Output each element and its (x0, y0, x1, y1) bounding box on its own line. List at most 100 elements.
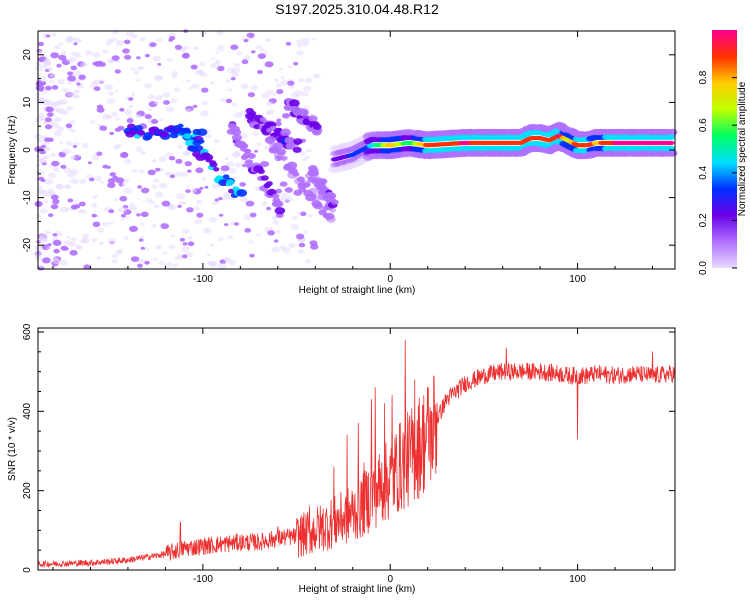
spectrogram-cell (107, 238, 117, 245)
spectrogram-cell (90, 81, 95, 84)
snr-series-line (37, 339, 676, 568)
spectrogram-cell (176, 193, 186, 200)
spectrogram-cell (215, 51, 220, 54)
spectrogram-cell (56, 126, 65, 132)
spectrogram-cell (45, 34, 51, 38)
spectrogram-cell (243, 214, 252, 221)
spectrogram-cell (144, 83, 153, 89)
spectrogram-cell (299, 211, 307, 217)
spectrogram-cell (229, 221, 235, 226)
spectrogram-cell (37, 185, 43, 189)
spectrogram-cell (140, 246, 145, 250)
spectrogram-cell (92, 52, 101, 58)
spectrogram-cell (111, 253, 118, 259)
spectrogram-cell (106, 38, 115, 45)
spectrogram-cell (267, 109, 275, 115)
spectrogram-cell (203, 227, 212, 234)
spectrogram-cell (137, 263, 143, 268)
spectrogram-cell (114, 117, 120, 121)
spectrogram-cell (271, 246, 280, 253)
spectrogram-cell (285, 41, 292, 46)
spectrogram-cell (52, 166, 60, 172)
spectrogram-cell (76, 245, 82, 249)
spectrogram-cell (191, 188, 197, 193)
spectrogram-y-label: Frequency (Hz) (7, 116, 18, 185)
spectrogram-cell (308, 187, 318, 195)
spectrogram-cell (114, 127, 122, 132)
spectrogram-x-tick-label: -100 (193, 274, 213, 285)
spectrogram-cell (128, 104, 134, 109)
spectrogram-cell (72, 145, 77, 148)
spectrogram-cell (115, 249, 123, 255)
spectrogram-cell (244, 148, 250, 154)
spectrogram-cell (102, 164, 108, 169)
spectrogram-cell (168, 204, 177, 211)
spectrogram-cell (41, 106, 47, 111)
spectrogram-cell (312, 73, 321, 79)
spectrogram-cell (62, 148, 72, 155)
spectrogram-cell (60, 164, 67, 169)
snr-ticks: -100 0 100 0 200 400 600 (22, 323, 675, 585)
spectrogram-cell (102, 221, 110, 227)
spectrogram-cell (151, 119, 159, 124)
spectrogram-cell (136, 78, 141, 82)
spectrogram-cell (137, 185, 143, 189)
spectrogram-cell (241, 59, 249, 65)
spectrogram-cell (119, 107, 125, 112)
spectrogram-cell (111, 111, 119, 117)
spectrogram-cell (151, 223, 157, 228)
spectrogram-cell (138, 169, 145, 174)
spectrogram-cell (170, 98, 178, 104)
spectrogram-cell (47, 243, 52, 247)
spectrogram-cell (61, 50, 67, 55)
spectrogram-cell (35, 170, 45, 176)
spectrogram-cell (118, 206, 127, 213)
spectrogram-cell (280, 76, 285, 79)
spectrogram-cell (71, 204, 79, 210)
spectrogram-cell (219, 170, 226, 175)
spectrogram-cell (111, 55, 120, 61)
spectrogram-cell (298, 242, 306, 248)
spectrogram-cell (199, 186, 204, 190)
spectrogram-cell (247, 153, 256, 159)
spectrogram-cell (39, 158, 47, 164)
spectrogram-cell (66, 171, 76, 178)
spectrogram-cell (67, 198, 74, 203)
snr-y-tick-label: 0 (22, 567, 33, 573)
spectrogram-cell (308, 115, 318, 122)
spectrogram-cell (167, 57, 173, 62)
spectrogram-cell (130, 67, 136, 71)
spectrogram-cell (151, 159, 158, 163)
spectrogram-cell (91, 213, 97, 218)
spectrogram-cell (147, 94, 156, 100)
spectrogram-cell (139, 235, 144, 239)
spectrogram-cell (278, 67, 283, 71)
spectrogram-cell (39, 264, 44, 268)
snr-x-label: Height of straight line (km) (299, 584, 416, 595)
spectrogram-cell (43, 60, 52, 67)
spectrogram-cell (304, 77, 313, 84)
spectrogram-cell (287, 80, 295, 86)
spectrogram-cell (311, 171, 319, 177)
spectrogram-cell (183, 133, 192, 140)
spectrogram-cell (46, 246, 52, 250)
spectrogram-cell (174, 256, 179, 260)
spectrogram-cell (38, 138, 44, 143)
spectrogram-cell (236, 189, 248, 197)
spectrogram-cell (191, 83, 200, 89)
spectrogram-cell (309, 240, 318, 246)
spectrogram-cell (222, 174, 230, 180)
spectrogram-cell (153, 204, 160, 209)
spectrogram-cell (153, 257, 159, 261)
spectrogram-cell (136, 114, 142, 118)
spectrogram-cell (276, 118, 282, 122)
spectrogram-cell (121, 152, 128, 157)
spectrogram-cell (38, 88, 44, 92)
spectrogram-cell (52, 233, 58, 237)
spectrogram-cell (213, 139, 220, 144)
spectrogram-cell (79, 178, 87, 184)
spectrogram-cell (52, 239, 62, 246)
spectrogram-cell (73, 200, 79, 204)
spectrogram-cell (312, 123, 322, 130)
colorbar-label: Normalized spectral amplitude (737, 81, 748, 216)
